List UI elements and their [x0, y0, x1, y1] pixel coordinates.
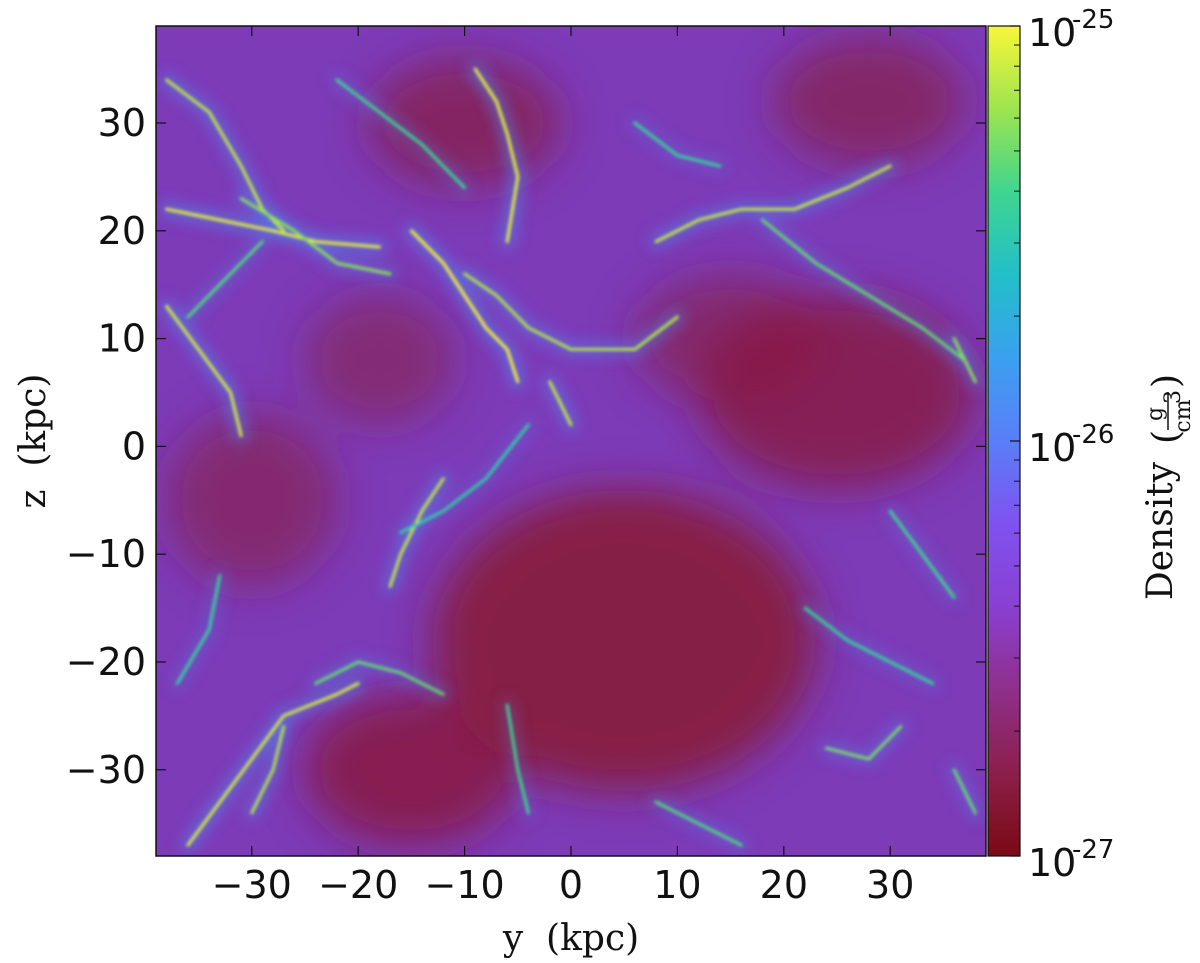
filament: [824, 725, 903, 761]
filament: [505, 703, 530, 815]
colorbar-unit-paren-open: (: [1146, 430, 1187, 444]
filament: [399, 423, 530, 535]
filament: [473, 67, 520, 244]
colorbar-label-group: Density ( g cm 3 ): [1140, 374, 1196, 600]
x-tick-label: 30: [866, 863, 914, 907]
filament: [186, 682, 360, 847]
x-axis-label: y (kpc): [502, 918, 639, 959]
filament: [250, 725, 286, 815]
y-tick-label: 30: [98, 101, 146, 145]
void-region: [166, 414, 337, 587]
x-tick-label: 10: [653, 863, 701, 907]
void-region: [634, 273, 827, 404]
filament: [803, 606, 935, 685]
colorbar-unit-paren-close: ): [1146, 374, 1187, 388]
filament: [654, 800, 743, 847]
y-tick-label: 20: [98, 209, 146, 253]
colorbar-tick-exponent: -25: [1072, 5, 1114, 35]
void-region: [304, 295, 454, 425]
y-tick-label: −20: [66, 640, 146, 684]
colorbar-tick-label: 10: [1028, 11, 1076, 55]
filament: [165, 304, 243, 438]
y-axis-label: z (kpc): [13, 374, 54, 509]
colorbar-tick-exponent: -27: [1072, 835, 1114, 865]
y-tick-label: −10: [66, 532, 146, 576]
x-tick-label: 0: [559, 863, 583, 907]
void-layer: [166, 36, 976, 846]
filament: [463, 272, 679, 351]
x-tick-label: −20: [318, 863, 398, 907]
x-tick-label: 20: [760, 863, 808, 907]
filament: [165, 207, 381, 249]
filament-layer: [165, 67, 977, 847]
filament: [633, 121, 722, 168]
filament: [314, 660, 445, 696]
colorbar-unit-numerator: g: [1143, 407, 1168, 421]
x-tick-label: −30: [212, 863, 292, 907]
filament: [888, 509, 956, 599]
x-axis: −30 −20 −10 0 10 20 30: [212, 26, 914, 907]
filament: [239, 197, 392, 276]
void-region: [432, 489, 816, 792]
void-region: [773, 36, 965, 167]
filament: [409, 229, 520, 384]
y-tick-label: −30: [66, 748, 146, 792]
colorbar-unit-denominator: cm: [1171, 399, 1196, 432]
filament: [952, 337, 977, 384]
x-tick-label: −10: [424, 863, 504, 907]
colorbar-unit-exponent: 3: [1161, 390, 1186, 404]
void-region: [304, 694, 518, 846]
colorbar-label: Density: [1140, 461, 1181, 600]
colorbar-tick-exponent: -26: [1072, 420, 1114, 450]
y-axis: −30 −20 −10 0 10 20 30: [66, 101, 986, 792]
filament: [548, 380, 573, 427]
filament: [186, 240, 264, 319]
filament: [952, 768, 977, 815]
filament: [388, 477, 445, 588]
filament: [335, 78, 467, 190]
colorbar-tick-label: 10: [1028, 841, 1076, 885]
density-map: [156, 26, 986, 856]
colorbar-tick-label: 10: [1028, 426, 1076, 470]
filament: [654, 164, 892, 244]
colorbar-minor-ticks: [1014, 44, 1020, 732]
y-tick-label: 10: [98, 317, 146, 361]
filament: [175, 574, 222, 685]
y-tick-label: 0: [122, 424, 146, 468]
filament: [761, 218, 967, 362]
